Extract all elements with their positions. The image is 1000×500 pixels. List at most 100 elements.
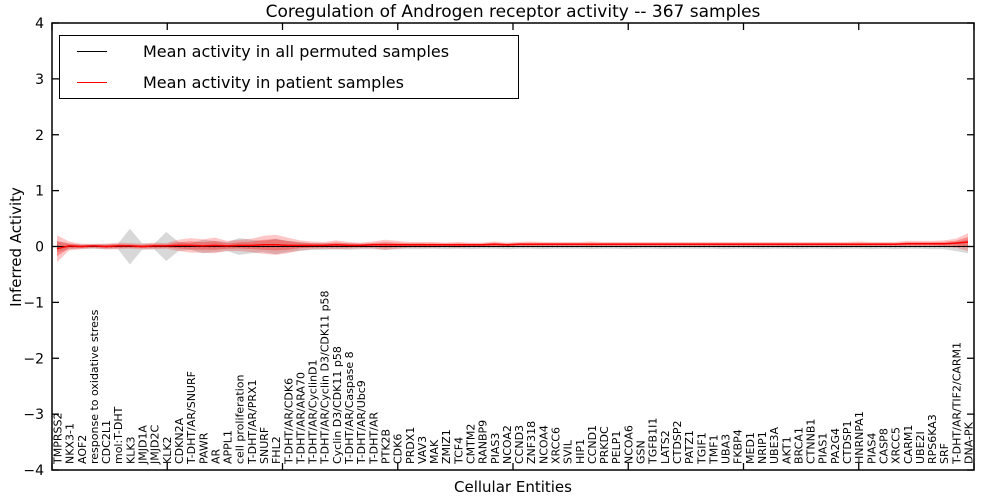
x-tick-label: PRDX1 [404,427,417,464]
y-tick-label: −2 [23,351,44,367]
y-tick-label: −3 [23,407,44,423]
x-tick-label: VAV3 [416,436,429,464]
x-axis-label: Cellular Entities [454,478,572,496]
y-tick-label: −1 [23,295,44,311]
x-tick-label: XRCC6 [550,427,563,464]
x-tick-label: SRF [938,443,951,464]
x-tick-label: CASP8 [877,428,890,464]
x-tick-label: PTK2B [379,429,392,464]
x-tick-label: cell proliferation [234,374,247,464]
x-tick-label: Cyclin D3/CDK11 p58 [331,346,344,464]
x-tick-label: NCOA4 [537,425,550,464]
x-tick-label: PA2G4 [829,428,842,464]
std-band-inner [57,237,968,257]
x-tick-label: SVIL [562,439,575,464]
x-tick-label: NKX3-1 [64,423,77,464]
legend-entry-permuted: Mean activity in all permuted samples [60,37,518,66]
x-tick-label: NCOA2 [501,425,514,464]
x-tick-label: PIAS3 [489,433,502,464]
x-tick-label: PELP1 [610,431,623,464]
x-tick-label: mol:T-DHT [112,406,125,464]
x-tick-label: MED1 [744,432,757,464]
x-tick-label: KLK3 [124,436,137,464]
x-tick-label: UBA3 [720,434,733,464]
x-tick-label: T-DHT/AR [367,412,380,465]
y-tick-label: 2 [35,128,44,144]
x-tick-label: T-DHT/AR/CyclinD1 [307,359,320,465]
y-tick-label: 4 [35,16,44,32]
x-tick-label: KLK2 [161,436,174,464]
x-tick-label: CCND1 [586,425,599,464]
x-tick-label: CTDSP1 [841,421,854,464]
x-tick-label: PRKDC [598,426,611,464]
x-tick-label: CDKN2A [173,417,186,464]
chart-title: Coregulation of Androgen receptor activi… [265,2,761,22]
x-tick-label: AR [209,448,222,464]
x-tick-label: FHL2 [270,436,283,464]
permuted-line-sample [77,51,107,53]
x-tick-label: T-DHT/AR/Cyclin D3/CDK11 p58 [319,290,332,465]
x-tick-label: XRCC5 [890,427,903,464]
x-tick-label: PATZ1 [683,430,696,464]
x-tick-label: T-DHT/AR/Caspase 8 [343,351,356,465]
std-band [57,233,968,263]
x-tick-label: PIAS4 [865,433,878,464]
x-tick-label: T-DHT/AR/PRX1 [246,379,259,465]
x-tick-label: MAK [428,439,441,464]
x-tick-label: JMJD2C [149,425,162,465]
patient-line-sample [77,81,107,83]
legend-label-permuted: Mean activity in all permuted samples [143,42,450,62]
y-tick-label: 0 [35,240,44,256]
x-tick-label: AKT1 [780,436,793,464]
x-tick-label: CARM1 [902,425,915,464]
x-tick-label: TCF4 [452,437,465,465]
x-tick-label: TMPRSS2 [52,413,65,465]
x-tick-label: LATS2 [659,430,672,464]
y-tick-label: 3 [35,72,44,88]
y-tick-label: −4 [23,463,44,479]
x-tick-label: response to oxidative stress [88,309,101,464]
x-tick-label: T-DHT/AR/ARA70 [294,372,307,465]
x-tick-label: NRIP1 [756,431,769,464]
x-tick-label: SNURF [258,427,271,464]
x-tick-label: CTDSP2 [671,421,684,464]
x-tick-label: RPS6KA3 [926,414,939,464]
x-tick-label: CCND3 [513,425,526,464]
x-tick-label: APPL1 [222,430,235,464]
x-tick-label: TGFB1I1 [647,418,660,465]
y-axis-label: Inferred Activity [7,187,25,307]
x-tick-label: GSN [635,440,648,464]
x-tick-label: HNRNPA1 [853,411,866,464]
x-tick-label: UBE3A [768,426,781,464]
x-tick-label: NCOA6 [622,425,635,464]
x-tick-label: TGIF1 [695,432,708,465]
x-tick-label: PAWR [197,432,210,464]
x-tick-label: PIAS1 [817,433,830,464]
x-tick-label: AOF2 [76,435,89,464]
x-tick-label: T-DHT/AR/SNURF [185,371,198,465]
x-tick-label: HIP1 [574,439,587,464]
x-tick-label: TMF1 [707,434,720,465]
x-tick-label: ZMIZ1 [440,429,453,464]
x-tick-label: T-DHT/AR/CDK6 [282,378,295,465]
x-tick-label: ZNF318 [525,421,538,464]
x-tick-label: FKBP4 [732,429,745,464]
y-tick-label: 1 [35,184,44,200]
legend-entry-patient: Mean activity in patient samples [60,68,518,97]
x-tick-label: DNA-PK [963,421,976,464]
x-tick-label: T-DHT/AR/TIF2/CARM1 [950,342,963,465]
x-tick-label: CMTM2 [464,424,477,464]
legend-label-patient: Mean activity in patient samples [143,72,404,92]
x-tick-label: CDK6 [392,434,405,464]
x-tick-label: T-DHT/AR/Ubc9 [355,380,368,465]
x-tick-label: CTNNB1 [805,419,818,464]
x-tick-label: RANBP9 [477,420,490,464]
patient-mean-line [56,241,969,250]
x-tick-label: CDC2L1 [100,420,113,464]
x-tick-label: BRCA1 [792,427,805,464]
x-tick-label: UBE2I [914,431,927,464]
x-tick-label: JMJD1A [137,425,150,465]
legend: Mean activity in all permuted samples Me… [59,35,519,99]
